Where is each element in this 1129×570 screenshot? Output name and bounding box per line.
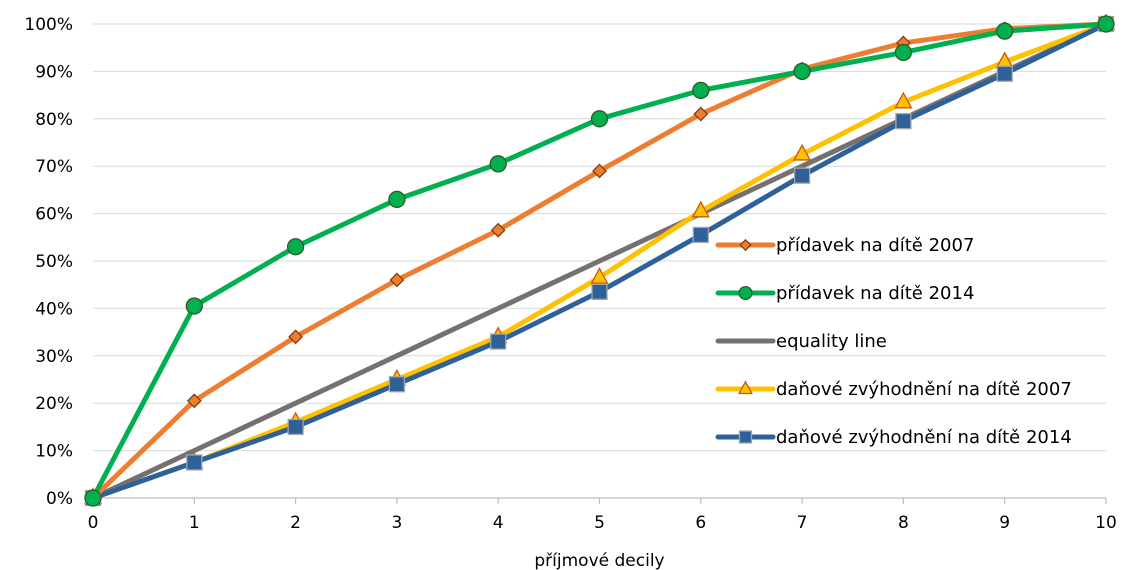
legend-item-danove-zvyhodneni-na-dite-2007: daňové zvýhodnění na dítě 2007 bbox=[715, 379, 1072, 400]
data-point bbox=[793, 62, 811, 81]
data-point bbox=[590, 110, 609, 128]
series-group bbox=[83, 13, 1116, 507]
x-tick-label: 4 bbox=[493, 513, 504, 533]
y-tick-label: 50% bbox=[35, 252, 73, 272]
series-pridavek-na-dite-2014 bbox=[84, 15, 1115, 507]
data-point bbox=[691, 200, 710, 218]
y-tick-label: 10% bbox=[35, 442, 73, 462]
y-tick-label: 40% bbox=[35, 299, 73, 319]
x-tick-label: 2 bbox=[290, 513, 301, 533]
y-tick-label: 70% bbox=[35, 157, 73, 177]
data-point bbox=[996, 65, 1013, 82]
x-tick-label: 3 bbox=[391, 513, 402, 533]
data-point bbox=[1097, 15, 1115, 33]
x-tick-label: 10 bbox=[1095, 513, 1117, 533]
data-point bbox=[693, 106, 709, 122]
legend-marker bbox=[738, 380, 753, 395]
data-point bbox=[186, 454, 203, 471]
data-point bbox=[388, 376, 406, 393]
data-point bbox=[996, 22, 1014, 40]
y-tick-label: 20% bbox=[35, 394, 73, 414]
legend-label: daňové zvýhodnění na dítě 2014 bbox=[776, 427, 1072, 448]
legend: přídavek na dítě 2007 přídavek na dítě 20… bbox=[715, 235, 1072, 448]
x-tick-label: 9 bbox=[999, 513, 1010, 533]
x-tick-label: 0 bbox=[88, 513, 99, 533]
tick-labels: 0% 10% 20% 30% 40% 50% 60% 70% 80% 90% 100% 0 1 2 3 4 5 6… bbox=[24, 15, 1116, 533]
data-point bbox=[186, 393, 202, 409]
data-point bbox=[389, 272, 405, 288]
data-point bbox=[489, 155, 507, 173]
data-point bbox=[895, 113, 912, 130]
data-point bbox=[185, 297, 203, 315]
data-point bbox=[286, 238, 305, 256]
x-axis-title: příjmové decily bbox=[534, 551, 664, 570]
data-point bbox=[490, 333, 507, 350]
y-tick-label: 0% bbox=[46, 489, 73, 509]
y-tick-label: 60% bbox=[35, 205, 73, 225]
x-tick-label: 6 bbox=[695, 513, 706, 533]
x-tick-label: 8 bbox=[898, 513, 909, 533]
data-point bbox=[592, 163, 607, 179]
data-point bbox=[388, 190, 406, 209]
data-point bbox=[490, 222, 506, 238]
series-danove-zvyhodneni-na-dite-2014 bbox=[84, 15, 1115, 507]
legend-label: přídavek na dítě 2007 bbox=[776, 235, 974, 256]
legend-item-pridavek-na-dite-2007: přídavek na dítě 2007 bbox=[715, 235, 974, 256]
legend-label: equality line bbox=[776, 331, 887, 352]
data-point bbox=[84, 489, 102, 507]
data-point bbox=[287, 418, 304, 436]
data-point bbox=[692, 81, 710, 100]
legend-item-danove-zvyhodneni-na-dite-2014: daňové zvýhodnění na dítě 2014 bbox=[715, 427, 1072, 448]
data-point bbox=[590, 267, 609, 284]
legend-marker bbox=[738, 285, 753, 301]
axes bbox=[92, 497, 1107, 504]
legend-item-equality-line: equality line bbox=[715, 331, 887, 352]
legend-label: přídavek na dítě 2014 bbox=[776, 283, 974, 304]
x-tick-label: 1 bbox=[189, 513, 200, 533]
legend-marker bbox=[739, 238, 752, 252]
y-tick-label: 30% bbox=[35, 347, 73, 367]
data-point bbox=[793, 167, 811, 184]
data-point bbox=[894, 43, 913, 62]
y-tick-label: 90% bbox=[35, 62, 73, 82]
legend-marker bbox=[738, 430, 753, 444]
x-tick-label: 7 bbox=[797, 513, 808, 533]
data-point bbox=[894, 91, 913, 109]
y-tick-label: 100% bbox=[24, 15, 73, 35]
legend-item-pridavek-na-dite-2014: přídavek na dítě 2014 bbox=[715, 283, 974, 304]
x-tick-label: 5 bbox=[594, 513, 605, 533]
data-point bbox=[692, 226, 709, 244]
legend-label: daňové zvýhodnění na dítě 2007 bbox=[776, 379, 1072, 400]
y-tick-label: 80% bbox=[35, 110, 73, 130]
data-point bbox=[288, 329, 304, 345]
data-point bbox=[591, 283, 608, 300]
data-point bbox=[793, 143, 812, 161]
